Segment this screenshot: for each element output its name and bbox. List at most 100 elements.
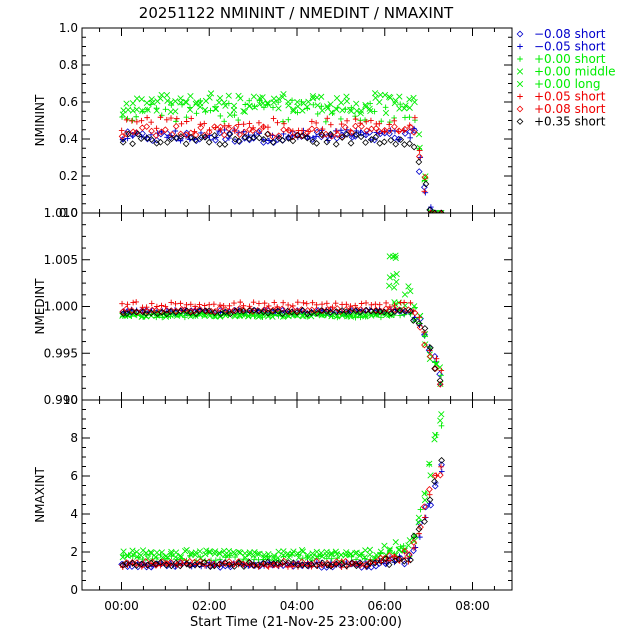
data-point	[125, 130, 132, 138]
data-point	[275, 548, 282, 555]
data-point	[177, 95, 184, 102]
data-point	[130, 299, 136, 306]
data-point	[405, 551, 413, 558]
data-point	[143, 99, 150, 107]
data-point	[168, 115, 174, 121]
data-point	[212, 548, 219, 555]
data-point	[246, 120, 253, 127]
data-point	[417, 534, 423, 540]
data-point	[411, 309, 419, 317]
data-point	[323, 559, 331, 567]
data-point	[220, 131, 228, 139]
legend-marker	[516, 80, 524, 88]
data-point	[290, 108, 297, 115]
y-axis-label: NMAXINT	[33, 467, 47, 523]
data-point	[341, 123, 349, 131]
data-point	[313, 133, 319, 140]
data-point	[148, 550, 155, 557]
data-point	[240, 121, 247, 127]
data-point	[392, 539, 399, 546]
data-point	[261, 306, 268, 313]
data-point	[172, 108, 179, 115]
y-tick-label: 0.8	[59, 58, 78, 72]
data-point	[212, 136, 219, 144]
data-point	[386, 130, 393, 138]
data-point	[415, 168, 423, 175]
y-tick-label: 0.4	[59, 132, 78, 146]
data-point	[186, 106, 194, 113]
data-point	[157, 95, 164, 102]
data-point	[119, 300, 125, 307]
data-point	[143, 307, 151, 315]
data-point	[309, 136, 316, 143]
data-point	[428, 204, 434, 210]
data-point	[352, 131, 360, 138]
data-point	[162, 313, 170, 320]
data-point	[381, 127, 389, 134]
data-point	[353, 562, 360, 570]
data-point	[235, 559, 243, 567]
data-point	[426, 461, 433, 468]
data-point	[344, 118, 350, 124]
data-point	[119, 554, 126, 561]
data-point	[313, 306, 320, 314]
data-point	[192, 551, 199, 559]
y-tick-label: 1.010	[44, 206, 78, 220]
data-point	[132, 308, 140, 316]
data-point	[216, 561, 223, 568]
scatter-points	[118, 411, 445, 571]
data-point	[367, 100, 373, 107]
data-point	[366, 559, 374, 567]
data-point	[357, 306, 365, 313]
data-point	[299, 127, 305, 134]
data-point	[159, 558, 166, 566]
data-point	[149, 99, 156, 106]
y-tick-label: 1.0	[59, 21, 78, 35]
scatter-points	[118, 90, 445, 213]
data-point	[197, 121, 204, 128]
data-point	[205, 307, 213, 315]
data-point	[299, 132, 307, 140]
data-point	[318, 307, 325, 314]
data-point	[314, 563, 321, 569]
data-point	[363, 563, 369, 570]
data-point	[129, 559, 136, 567]
data-point	[240, 563, 248, 570]
data-point	[153, 125, 160, 132]
data-point	[217, 310, 225, 318]
data-point	[323, 548, 330, 555]
x-tick-label: 00:00	[104, 599, 139, 613]
data-point	[279, 137, 286, 144]
data-point	[386, 274, 393, 281]
data-point	[250, 134, 257, 142]
data-point	[285, 116, 292, 123]
data-point	[222, 102, 229, 109]
data-point	[274, 554, 282, 561]
data-point	[386, 552, 393, 559]
data-point	[187, 133, 195, 141]
data-point	[275, 95, 282, 103]
data-point	[133, 559, 141, 567]
data-point	[192, 549, 199, 556]
data-point	[327, 305, 335, 313]
data-point	[152, 306, 160, 314]
data-point	[299, 107, 306, 114]
data-point	[164, 97, 171, 104]
data-point	[303, 134, 311, 142]
data-point	[256, 300, 262, 307]
data-point	[438, 461, 445, 469]
data-point	[216, 140, 224, 148]
data-point	[397, 136, 405, 144]
data-point	[410, 317, 417, 324]
data-point	[172, 307, 180, 315]
data-point	[290, 559, 297, 567]
data-point	[250, 134, 258, 141]
data-point	[215, 99, 223, 106]
data-point	[148, 136, 155, 143]
data-point	[405, 283, 412, 290]
data-point	[134, 130, 142, 138]
data-point	[192, 100, 199, 108]
data-point	[274, 136, 282, 143]
data-point	[216, 129, 224, 137]
data-point	[222, 308, 229, 316]
